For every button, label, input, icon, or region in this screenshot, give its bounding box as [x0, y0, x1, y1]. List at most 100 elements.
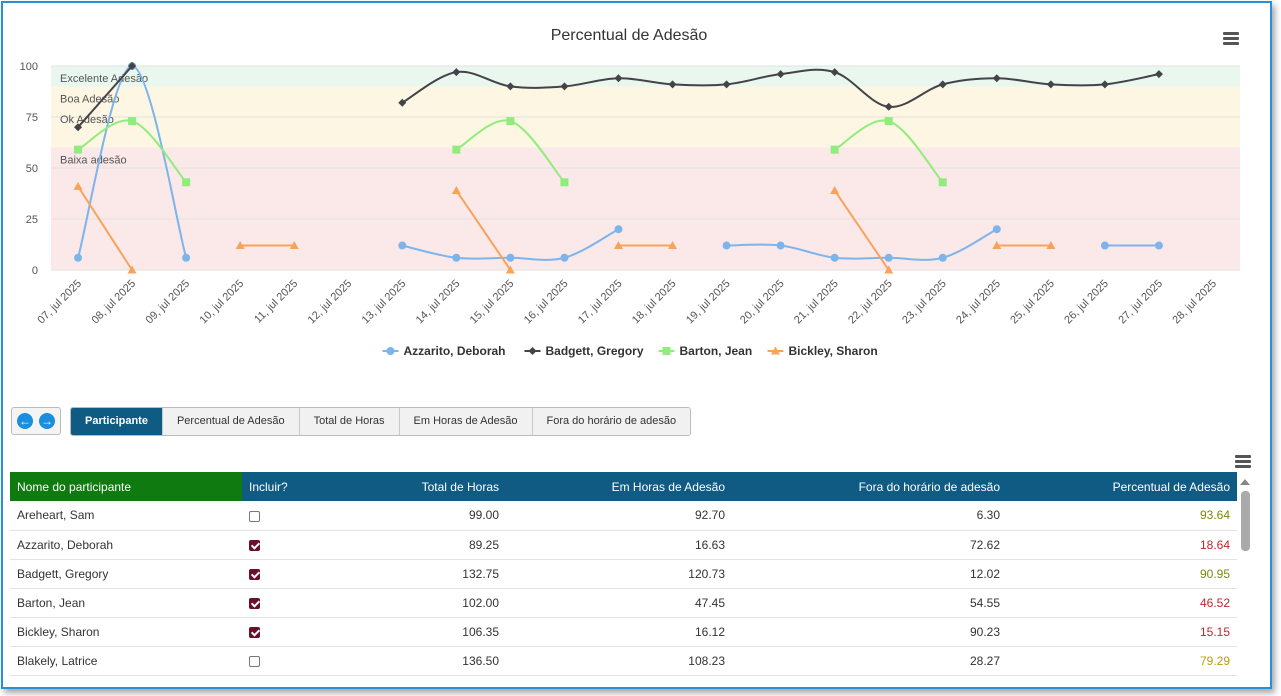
header-out-hours[interactable]: Fora do horário de adesão: [732, 472, 1007, 501]
include-checkbox[interactable]: [249, 568, 260, 580]
point-bickley-sharon: [505, 265, 515, 274]
point-bickley-sharon: [451, 185, 461, 194]
point-badgett-gregory: [1100, 80, 1109, 89]
table-header-row: Nome do participante Incluir? Total de H…: [10, 472, 1237, 501]
point-azzarito-deborah: [614, 225, 623, 234]
participant-name-cell: Areheart, Sam: [10, 501, 242, 531]
prev-button[interactable]: ←: [14, 410, 36, 432]
point-bickley-sharon: [235, 241, 245, 250]
table-menu-icon[interactable]: [1235, 455, 1251, 469]
tab-0[interactable]: Participante: [71, 408, 163, 435]
legend-item-1[interactable]: Badgett, Gregory: [524, 344, 644, 358]
table-row[interactable]: Badgett, Gregory 132.75 120.73 12.02 90.95: [10, 559, 1237, 589]
include-checkbox[interactable]: [249, 510, 260, 522]
adherence-pct-cell: 46.52: [1007, 588, 1237, 618]
band-label: Boa Adesão: [60, 93, 119, 105]
include-checkbox[interactable]: [249, 597, 260, 609]
arrow-right-icon: →: [39, 413, 55, 429]
in-hours: 16.63: [694, 537, 725, 552]
adherence-pct: 46.52: [1199, 595, 1230, 610]
legend-marker: [771, 346, 780, 355]
total-hours: 89.25: [468, 537, 499, 552]
include-checkbox[interactable]: [249, 655, 260, 667]
include-checkbox-cell: [242, 617, 332, 647]
x-tick-label: 09, jul 2025: [144, 278, 193, 327]
in-hours-cell: 92.70: [506, 501, 732, 531]
point-badgett-gregory: [830, 68, 839, 77]
out-hours: 90.23: [969, 624, 1000, 639]
band-label: Excelente Adesão: [60, 73, 148, 85]
table-row[interactable]: Areheart, Sam 99.00 92.70 6.30 93.64: [10, 501, 1237, 531]
participants-table: Nome do participante Incluir? Total de H…: [10, 472, 1237, 676]
tab-4[interactable]: Fora do horário de adesão: [532, 408, 691, 435]
view-tabs: Participante Percentual de Adesão Total de…: [70, 407, 692, 436]
table-row[interactable]: Bickley, Sharon 106.35 16.12 90.23 15.15: [10, 617, 1237, 647]
scroll-thumb[interactable]: [1240, 491, 1250, 551]
header-total[interactable]: Total de Horas: [332, 472, 506, 501]
table-row[interactable]: Blakely, Latrice 136.50 108.23 28.27 79.29: [10, 646, 1237, 676]
participant-name-cell: Barton, Jean: [10, 588, 242, 618]
include-checkbox-cell: [242, 588, 332, 618]
participant-name: Blakely, Latrice: [17, 653, 98, 668]
point-badgett-gregory: [398, 98, 407, 107]
legend-item-0[interactable]: Azzarito, Deborah: [382, 344, 506, 358]
chart-menu-icon[interactable]: [1223, 32, 1239, 46]
header-name[interactable]: Nome do participante: [10, 472, 242, 501]
tab-2[interactable]: Total de Horas: [299, 408, 400, 435]
point-bickley-sharon: [613, 241, 623, 250]
header-include[interactable]: Incluir?: [242, 472, 332, 501]
point-badgett-gregory: [776, 70, 785, 79]
x-tick-label: 14, jul 2025: [414, 278, 463, 327]
x-tick-label: 07, jul 2025: [35, 278, 84, 327]
participant-name-cell: Badgett, Gregory: [10, 559, 242, 589]
total-hours: 132.75: [462, 566, 499, 581]
header-in-hours[interactable]: Em Horas de Adesão: [506, 472, 732, 501]
tab-3[interactable]: Em Horas de Adesão: [399, 408, 533, 435]
x-tick-label: 21, jul 2025: [792, 278, 841, 327]
header-pct[interactable]: Percentual de Adesão: [1007, 472, 1237, 501]
participants-table-wrap: Nome do participante Incluir? Total de H…: [10, 472, 1237, 676]
legend-item-2[interactable]: Barton, Jean: [658, 344, 753, 358]
legend-label: Barton, Jean: [680, 344, 753, 358]
table-row[interactable]: Azzarito, Deborah 89.25 16.63 72.62 18.64: [10, 530, 1237, 560]
point-barton-jean: [884, 117, 893, 126]
participant-name: Azzarito, Deborah: [17, 537, 114, 552]
include-checkbox[interactable]: [249, 626, 260, 638]
out-hours-cell: 54.55: [732, 588, 1007, 618]
in-hours-cell: 16.63: [506, 530, 732, 560]
participant-name-cell: Bickley, Sharon: [10, 617, 242, 647]
out-hours: 72.62: [969, 537, 1000, 552]
participant-name: Areheart, Sam: [17, 508, 95, 523]
total-hours: 136.50: [462, 653, 499, 668]
adherence-pct: 93.64: [1199, 508, 1230, 523]
nav-arrows: ← →: [11, 407, 61, 435]
table-scrollbar[interactable]: [1239, 479, 1251, 685]
point-badgett-gregory: [722, 80, 731, 89]
x-tick-label: 10, jul 2025: [198, 278, 247, 327]
x-tick-label: 11, jul 2025: [252, 278, 300, 326]
point-azzarito-deborah: [182, 253, 191, 262]
point-badgett-gregory: [938, 80, 947, 89]
x-tick-label: 23, jul 2025: [900, 278, 949, 327]
x-tick-label: 08, jul 2025: [89, 278, 138, 327]
legend-item-3[interactable]: Bickley, Sharon: [767, 344, 878, 358]
y-tick-label: 50: [26, 163, 38, 175]
table-row[interactable]: Barton, Jean 102.00 47.45 54.55 46.52: [10, 588, 1237, 618]
adherence-pct-cell: 15.15: [1007, 617, 1237, 647]
scroll-up-icon[interactable]: [1240, 479, 1250, 485]
y-tick-label: 75: [26, 112, 38, 124]
next-button[interactable]: →: [36, 410, 58, 432]
point-badgett-gregory: [1154, 70, 1163, 79]
adherence-pct: 18.64: [1199, 537, 1230, 552]
adherence-pct-cell: 90.95: [1007, 559, 1237, 589]
point-barton-jean: [74, 145, 83, 154]
tab-1[interactable]: Percentual de Adesão: [162, 408, 300, 435]
in-hours-cell: 47.45: [506, 588, 732, 618]
point-bickley-sharon: [1046, 241, 1056, 250]
adherence-pct-cell: 18.64: [1007, 530, 1237, 560]
x-tick-label: 19, jul 2025: [684, 278, 733, 327]
include-checkbox[interactable]: [249, 539, 260, 551]
legend-label: Bickley, Sharon: [789, 344, 878, 358]
x-tick-label: 17, jul 2025: [576, 278, 625, 327]
point-azzarito-deborah: [884, 253, 893, 262]
